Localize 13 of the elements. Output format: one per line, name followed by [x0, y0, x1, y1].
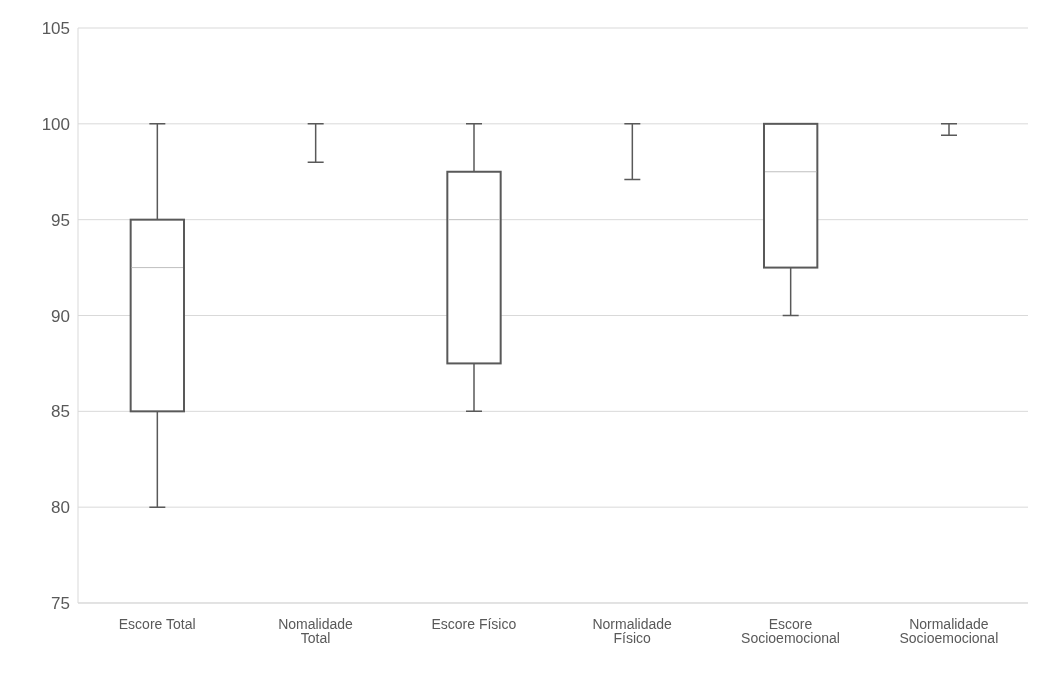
- y-tick-label: 90: [51, 306, 70, 326]
- x-tick-label: Escore Total: [118, 615, 196, 632]
- x-tick-label: Escore Socioemocional: [741, 615, 840, 646]
- x-tick-label: Normalidade Físico: [592, 615, 673, 646]
- y-tick-label: 80: [51, 498, 70, 518]
- x-tick-label: Nomalidade Total: [278, 615, 354, 646]
- x-tick-label: Normalidade Socioemocional: [899, 615, 999, 646]
- y-tick-label: 75: [51, 594, 70, 614]
- y-tick-label: 105: [41, 19, 70, 39]
- y-tick-label: 95: [51, 210, 70, 230]
- y-tick-label: 85: [51, 402, 70, 422]
- x-tick-label: Escore Físico: [431, 615, 517, 632]
- y-tick-label: 100: [41, 114, 70, 134]
